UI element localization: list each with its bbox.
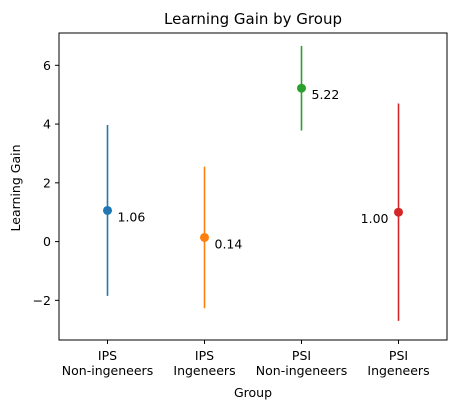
x-tick-label: PSI bbox=[389, 348, 408, 363]
mean-point bbox=[103, 205, 112, 215]
x-tick-label: IPS bbox=[195, 348, 214, 363]
x-tick-label: Non-ingeneers bbox=[62, 363, 153, 378]
data-label: 5.22 bbox=[312, 87, 340, 102]
data-label: 1.06 bbox=[118, 209, 146, 224]
y-tick-label: 6 bbox=[43, 58, 51, 73]
x-tick-label: Non-ingeneers bbox=[256, 363, 347, 378]
y-tick-label: −2 bbox=[33, 293, 51, 308]
data-label: 1.00 bbox=[361, 211, 389, 226]
mean-point bbox=[394, 207, 403, 217]
plot-frame bbox=[58, 32, 448, 341]
y-tick-label: 4 bbox=[43, 117, 51, 132]
mean-point bbox=[200, 232, 209, 242]
plot-area: −20246IPSNon-ingeneersIPSIngeneersPSINon… bbox=[33, 32, 448, 378]
chart-title: Learning Gain by Group bbox=[164, 10, 342, 28]
y-tick-label: 2 bbox=[43, 175, 51, 190]
x-tick-label: IPS bbox=[98, 348, 117, 363]
y-tick-label: 0 bbox=[43, 234, 51, 249]
y-axis-label: Learning Gain bbox=[8, 145, 23, 232]
x-tick-label: PSI bbox=[292, 348, 311, 363]
data-label: 0.14 bbox=[215, 236, 243, 251]
x-axis-label: Group bbox=[234, 385, 272, 400]
x-tick-label: Ingeneers bbox=[173, 363, 235, 378]
mean-point bbox=[297, 83, 306, 93]
x-tick-label: Ingeneers bbox=[367, 363, 429, 378]
